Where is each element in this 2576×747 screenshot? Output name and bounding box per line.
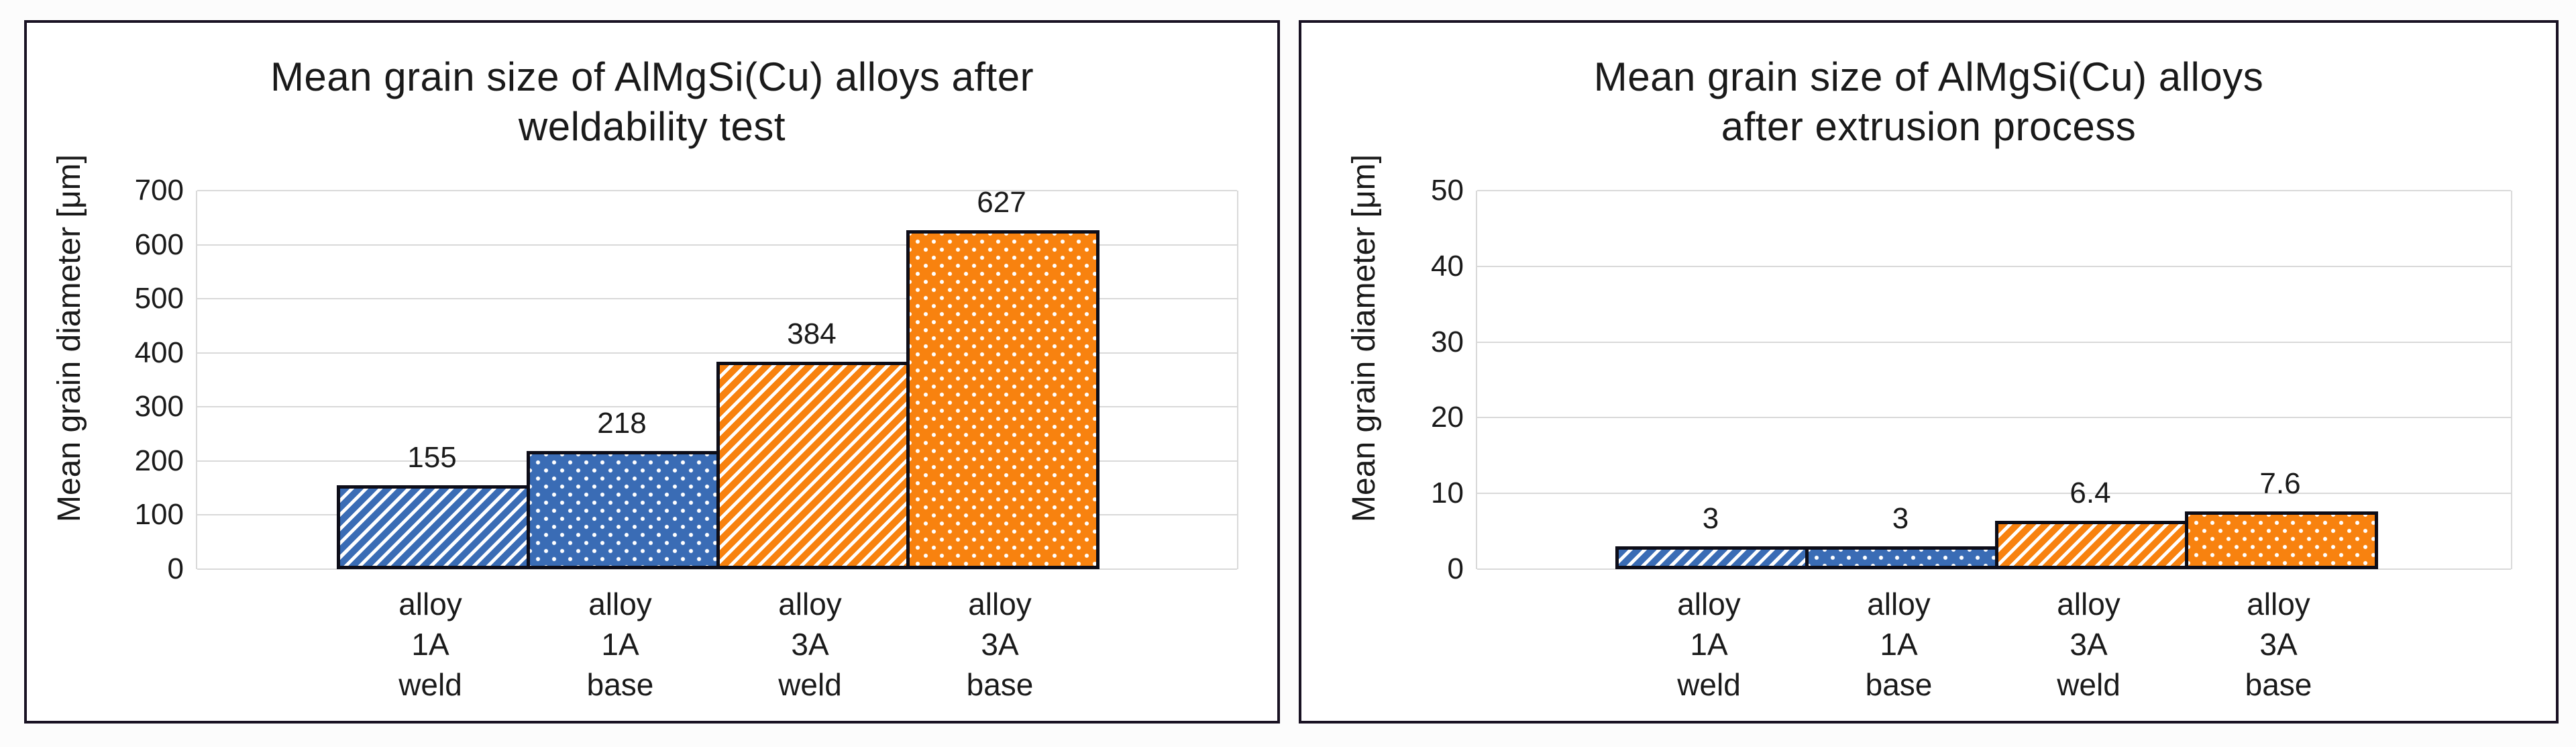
bar-value-label: 218 <box>597 407 647 440</box>
bar-value-label: 627 <box>977 186 1026 219</box>
y-tick-label: 200 <box>134 444 184 477</box>
bar-value-label: 384 <box>787 317 837 350</box>
x-category-label-alloy-1a-base: alloy 1A base <box>1804 584 1994 705</box>
x-category-label-line: alloy <box>1677 587 1741 621</box>
x-category-label-line: alloy <box>2247 587 2310 621</box>
figure-weldability-chart: Mean grain size of AlMgSi(Cu) alloys aft… <box>24 20 1280 724</box>
y-tick-label: 600 <box>134 228 184 261</box>
x-category-label-line: 1A <box>411 627 449 662</box>
bar-value-label: 6.4 <box>2070 477 2111 509</box>
x-category-label-line: 3A <box>791 627 829 662</box>
x-category-label-line: 1A <box>601 627 639 662</box>
y-tick-label: 0 <box>167 552 184 585</box>
x-category-label-line: base <box>1865 667 1933 702</box>
gridline <box>197 352 1237 354</box>
x-category-label-line: weld <box>778 667 842 702</box>
gridline <box>1477 266 2511 267</box>
chart-title-line: weldability test <box>518 104 786 149</box>
gridline <box>1477 190 2511 191</box>
y-tick-label: 700 <box>134 174 184 207</box>
y-tick-label: 100 <box>134 498 184 531</box>
x-category-label-line: base <box>586 667 654 702</box>
x-category-label-line: 1A <box>1690 627 1728 662</box>
x-category-label-alloy-3a-base: alloy 3A base <box>2184 584 2373 705</box>
gridline <box>197 568 1237 570</box>
x-category-label-line: alloy <box>968 587 1032 621</box>
bar-alloy-1a-base <box>1805 546 1998 569</box>
chart-title-line: Mean grain size of AlMgSi(Cu) alloys <box>1593 54 2264 99</box>
x-category-label-alloy-3a-weld: alloy 3A weld <box>715 584 905 705</box>
x-category-label-line: base <box>966 667 1034 702</box>
x-category-label-line: alloy <box>588 587 652 621</box>
x-category-label-line: base <box>2245 667 2312 702</box>
bar-alloy-3a-weld <box>1995 521 2188 569</box>
x-category-label-line: alloy <box>778 587 842 621</box>
y-tick-label: 0 <box>1447 552 1464 585</box>
y-tick-label: 10 <box>1431 477 1464 509</box>
x-category-label-line: 1A <box>1880 627 1918 662</box>
bar-alloy-3a-weld <box>716 362 910 569</box>
gridline <box>1477 417 2511 418</box>
x-category-label-alloy-3a-weld: alloy 3A weld <box>1994 584 2184 705</box>
x-category-label-line: 3A <box>981 627 1019 662</box>
y-tick-label: 30 <box>1431 326 1464 358</box>
bars-row <box>1615 511 2378 569</box>
gridline <box>197 244 1237 246</box>
x-category-label-alloy-1a-weld: alloy 1A weld <box>335 584 525 705</box>
x-category-label-line: weld <box>2057 667 2121 702</box>
x-category-label-alloy-1a-base: alloy 1A base <box>525 584 715 705</box>
bars-row <box>337 230 1099 569</box>
chart-title-line: Mean grain size of AlMgSi(Cu) alloys aft… <box>270 54 1034 99</box>
y-tick-label: 300 <box>134 390 184 423</box>
x-category-label-line: alloy <box>1867 587 1931 621</box>
plot-area <box>196 190 1238 570</box>
figure-extrusion-chart: Mean grain size of AlMgSi(Cu) alloys afte… <box>1299 20 2559 724</box>
x-category-label-line: alloy <box>398 587 462 621</box>
x-category-label-alloy-1a-weld: alloy 1A weld <box>1614 584 1804 705</box>
bar-value-label: 3 <box>1702 502 1719 535</box>
x-category-label-alloy-3a-base: alloy 3A base <box>905 584 1095 705</box>
chart-title-line: after extrusion process <box>1721 104 2137 149</box>
plot-area <box>1476 190 2512 570</box>
y-tick-label: 50 <box>1431 174 1464 207</box>
bar-alloy-3a-base <box>2185 511 2378 569</box>
chart-title: Mean grain size of AlMgSi(Cu) alloys aft… <box>27 52 1277 152</box>
bar-alloy-3a-base <box>906 230 1099 569</box>
gridline <box>197 298 1237 299</box>
bar-alloy-1a-base <box>527 451 720 569</box>
bar-alloy-1a-weld <box>337 485 530 569</box>
bar-alloy-1a-weld <box>1615 546 1809 569</box>
x-category-labels: alloy 1A weld alloy 1A base alloy 3A weld alloy 3A… <box>1614 584 2373 705</box>
bar-value-label: 155 <box>407 441 457 474</box>
y-tick-label: 500 <box>134 282 184 315</box>
gridline <box>1477 568 2511 570</box>
gridline <box>197 190 1237 191</box>
chart-title: Mean grain size of AlMgSi(Cu) alloys afte… <box>1301 52 2556 152</box>
x-category-label-line: alloy <box>2057 587 2121 621</box>
x-category-label-line: 3A <box>2259 627 2298 662</box>
gridline <box>1477 342 2511 343</box>
bar-value-label: 7.6 <box>2259 467 2301 500</box>
x-category-labels: alloy 1A weld alloy 1A base alloy 3A weld alloy 3A… <box>335 584 1095 705</box>
x-category-label-line: weld <box>398 667 462 702</box>
gridline <box>1477 493 2511 494</box>
x-category-label-line: weld <box>1677 667 1741 702</box>
bar-value-label: 3 <box>1892 502 1909 535</box>
y-axis-label: Mean grain diameter [μm] <box>52 154 87 522</box>
y-tick-label: 20 <box>1431 401 1464 434</box>
x-category-label-line: 3A <box>2070 627 2108 662</box>
y-tick-label: 400 <box>134 336 184 369</box>
y-tick-label: 40 <box>1431 250 1464 283</box>
